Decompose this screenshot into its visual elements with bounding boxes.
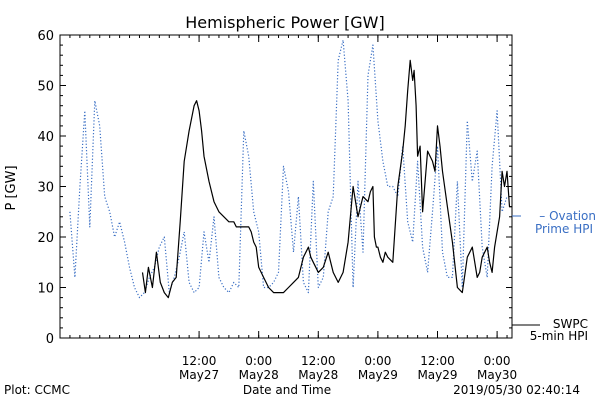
x-tick-time-label: 0:00: [245, 354, 272, 368]
y-tick-label: 50: [37, 80, 54, 95]
y-axis-label: P [GW]: [4, 165, 19, 210]
legend-swpc-line2: 5-min HPI: [530, 329, 588, 343]
y-tick-label: 10: [37, 282, 54, 297]
y-tick-label: 60: [37, 29, 54, 44]
legend: – Ovation Prime HPI SWPC 5-min HPI: [512, 209, 596, 343]
x-tick-time-label: 12:00: [182, 354, 217, 368]
legend-ovation-line2: Prime HPI: [535, 222, 593, 236]
x-tick-date-label: May28: [239, 368, 279, 382]
plot-source-label: Plot: CCMC: [4, 383, 70, 397]
ovation-prime-hpi-line: [69, 39, 508, 299]
timestamp-label: 2019/05/30 02:40:14: [453, 383, 580, 397]
legend-swpc-line1: SWPC: [553, 317, 588, 331]
y-tick-label: 20: [37, 231, 54, 246]
swpc-hpi-line: [141, 59, 512, 299]
plot-frame: [59, 34, 513, 339]
x-tick-date-label: May27: [179, 368, 219, 382]
y-tick-label: 0: [46, 332, 54, 347]
x-tick-date-label: May29: [358, 368, 398, 382]
x-tick-time-label: 12:00: [301, 354, 336, 368]
x-tick-date-label: May29: [417, 368, 457, 382]
x-axis-label: Date and Time: [243, 383, 331, 397]
x-tick-time-label: 0:00: [364, 354, 391, 368]
tick-layer: 010203040506012:00May270:00May2812:00May…: [37, 29, 517, 382]
x-tick-date-label: May28: [298, 368, 338, 382]
y-tick-label: 40: [37, 130, 54, 145]
y-tick-label: 30: [37, 181, 54, 196]
series-layer: [69, 39, 512, 299]
chart-title: Hemispheric Power [GW]: [185, 13, 384, 32]
legend-ovation-line1: – Ovation: [539, 209, 596, 223]
x-tick-date-label: May30: [477, 368, 517, 382]
x-tick-time-label: 0:00: [484, 354, 511, 368]
x-tick-time-label: 12:00: [420, 354, 455, 368]
